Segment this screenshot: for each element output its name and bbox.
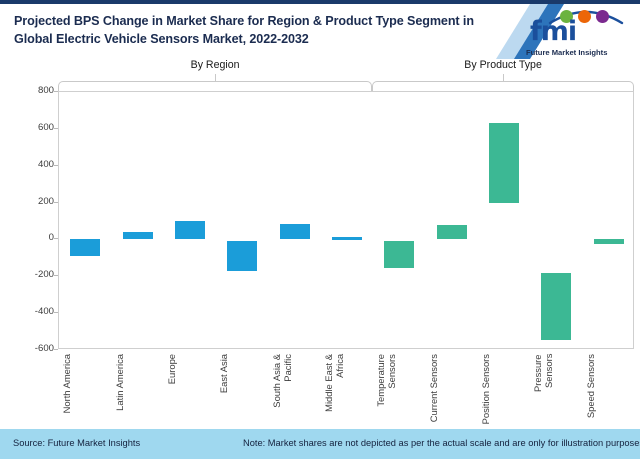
group-bracket-tick: [503, 74, 505, 81]
logo-wordmark: fmi: [530, 16, 577, 47]
bar-europe[interactable]: [174, 221, 205, 240]
y-tick-label: 800: [37, 85, 54, 96]
x-tick-label: Europe: [165, 354, 177, 385]
y-tick-mark: [54, 127, 58, 129]
x-tick-label: Middle East & Africa: [323, 354, 345, 412]
header-bar: Projected BPS Change in Market Share for…: [0, 0, 640, 59]
group-label: By Product Type: [464, 59, 542, 71]
x-tick-label: North America: [61, 354, 73, 414]
x-tick-label: Latin America: [113, 354, 125, 411]
y-tick-label: -600: [34, 343, 54, 354]
bar-position-sensors[interactable]: [489, 123, 520, 203]
plot-area: [58, 91, 634, 349]
y-tick-label: 600: [37, 121, 54, 133]
y-tick-mark: [54, 238, 58, 240]
bar-north-america[interactable]: [70, 239, 101, 256]
bar-south-asia-pacific[interactable]: [279, 223, 310, 240]
y-tick-mark: [54, 91, 58, 92]
y-tick-label: -200: [34, 269, 54, 281]
footer-source-text: Source: Future Market Insights: [13, 438, 141, 448]
bar-speed-sensors[interactable]: [593, 239, 624, 245]
x-tick-label: East Asia: [218, 354, 230, 394]
x-tick-label: Temperature Sensors: [375, 354, 398, 407]
y-tick-label: 0: [48, 232, 54, 244]
bar-latin-america[interactable]: [122, 232, 153, 240]
x-tick-label: Current Sensors: [427, 354, 439, 423]
x-tick-label: South Asia & Pacific: [270, 354, 293, 408]
group-bracket-tick: [215, 74, 217, 81]
group-bracket: [372, 81, 634, 91]
x-tick-label: Pressure Sensors: [532, 354, 555, 392]
y-tick-mark: [54, 312, 58, 314]
group-bracket: [58, 81, 373, 91]
fmi-logo: fmi Future Market Insights: [524, 8, 632, 58]
x-tick-label: Speed Sensors: [584, 354, 596, 419]
x-tick-label: Position Sensors: [480, 354, 492, 425]
y-tick-label: 200: [37, 195, 54, 207]
logo-tagline: Future Market Insights: [526, 48, 608, 57]
bar-middle-east-africa[interactable]: [332, 236, 362, 240]
logo-dot-green-icon: [560, 10, 573, 23]
page-title: Projected BPS Change in Market Share for…: [14, 14, 474, 47]
y-tick-mark: [54, 164, 58, 166]
y-tick-mark: [54, 349, 58, 350]
footer-bar: Source: Future Market Insights Note: Mar…: [0, 429, 640, 459]
y-tick-mark: [54, 275, 58, 277]
y-tick-mark: [54, 201, 58, 203]
bar-current-sensors[interactable]: [436, 224, 467, 240]
group-label: By Region: [190, 59, 240, 71]
logo-dot-orange-icon: [578, 10, 591, 23]
logo-dot-purple-icon: [596, 10, 609, 23]
bar-pressure-sensors[interactable]: [541, 272, 572, 340]
bar-east-asia[interactable]: [227, 241, 258, 271]
y-tick-label: 400: [37, 158, 54, 170]
footer-note-text: Note: Market shares are not depicted as …: [243, 438, 640, 448]
bar-temperature-sensors[interactable]: [384, 241, 415, 268]
y-tick-label: -400: [34, 306, 54, 318]
